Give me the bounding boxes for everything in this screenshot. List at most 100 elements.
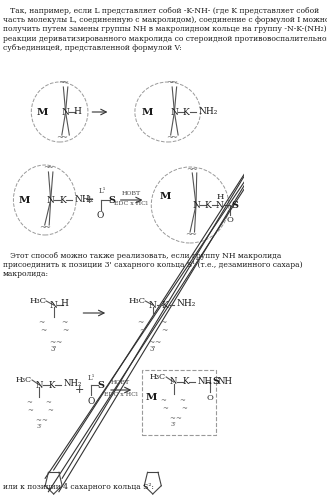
Text: присоединить к позиции 3' сахарного кольца S¹ (т.е., дезаминного сахара): присоединить к позиции 3' сахарного коль… [3,261,302,269]
Text: +: + [75,385,84,395]
Text: ~: ~ [138,319,144,327]
Text: S: S [97,381,104,390]
Text: ~: ~ [55,339,61,347]
Bar [142,370,216,435]
Text: ~: ~ [39,224,46,232]
Text: O: O [226,216,233,224]
Text: NH₂: NH₂ [199,106,218,115]
Text: ~: ~ [190,166,197,174]
Text: N: N [216,201,224,210]
Text: получить путем замены группы NH в макролидном кольце на группу -N-K-(NH₂)- и: получить путем замены группы NH в макрол… [3,25,327,33]
Text: 3': 3' [37,425,43,430]
Text: N: N [62,107,70,116]
Text: или к позиции 4 сахарного кольца S²:: или к позиции 4 сахарного кольца S²: [3,483,154,491]
Text: K: K [161,300,168,309]
Text: ~: ~ [39,319,45,327]
Text: часть молекулы L, соединенную с макролидом), соединение с формулой I можно: часть молекулы L, соединенную с макролид… [3,16,327,24]
Text: ~: ~ [162,327,168,335]
Text: 3': 3' [150,345,156,353]
Text: ~: ~ [61,319,67,327]
Text: ~: ~ [169,415,175,423]
Text: Так, например, если L представляет собой -K-NH- (где K представляет собой: Так, например, если L представляет собой… [3,7,319,15]
Text: ~: ~ [45,399,51,407]
Text: M: M [142,107,153,116]
Text: ~: ~ [35,417,41,425]
Text: +: + [85,195,94,205]
Text: L¹: L¹ [99,187,107,195]
Text: ~: ~ [26,399,32,407]
Text: K: K [59,196,66,205]
Text: N: N [47,196,55,205]
Text: N: N [170,378,177,387]
Text: S: S [212,378,219,387]
Text: ~: ~ [62,327,69,335]
Text: ~: ~ [61,79,68,87]
Text: ~: ~ [166,79,173,87]
Text: ~: ~ [154,339,161,347]
Text: N: N [50,300,58,309]
Text: H₃C: H₃C [128,297,145,305]
Text: ~: ~ [166,134,173,142]
Text: N: N [170,107,178,116]
Text: ~: ~ [160,319,166,327]
Text: S: S [108,196,115,205]
Text: NH: NH [217,378,232,387]
Text: HOBT: HOBT [111,381,130,386]
Text: K: K [182,378,189,387]
Text: ~: ~ [139,327,146,335]
Text: ~: ~ [170,134,177,142]
Text: H: H [74,106,81,115]
Text: ~: ~ [47,407,53,415]
Text: ~: ~ [185,231,192,239]
Text: M: M [18,196,30,205]
Text: 3': 3' [51,345,57,353]
Text: NH₂: NH₂ [75,195,94,204]
Text: ~: ~ [186,166,194,174]
Text: макролида:: макролида: [3,270,49,278]
Text: NH₂: NH₂ [177,299,196,308]
Text: H₃C: H₃C [150,373,166,381]
Text: H₃C: H₃C [16,376,32,384]
Text: ~: ~ [180,397,185,405]
Text: O: O [207,394,214,402]
Text: ~: ~ [46,164,53,172]
Text: L¹: L¹ [88,374,95,382]
Text: ~: ~ [43,224,50,232]
Text: ~: ~ [56,134,63,142]
Text: ~: ~ [148,339,154,347]
Text: ~: ~ [160,397,166,405]
Text: NH: NH [198,377,213,386]
Text: субъединицей, представленной формулой V:: субъединицей, представленной формулой V: [3,44,182,52]
Text: S: S [231,201,238,210]
Text: 3': 3' [171,423,177,428]
Text: ~: ~ [41,417,47,425]
Text: ~: ~ [43,164,50,172]
Text: ~: ~ [190,231,197,239]
Text: N: N [192,201,200,210]
Text: M: M [146,393,157,402]
Text: H₃C: H₃C [29,297,46,305]
Text: ~: ~ [40,327,46,335]
Text: H: H [61,299,69,308]
Text: K: K [183,107,190,116]
Text: ~: ~ [181,405,187,413]
Text: EDC x HCl: EDC x HCl [104,392,138,397]
Text: M: M [37,107,48,116]
Text: ~: ~ [175,415,181,423]
Text: HOBT: HOBT [122,191,141,196]
Text: NH₂: NH₂ [63,380,82,389]
Text: ~: ~ [49,339,55,347]
Text: O: O [87,397,95,406]
Text: N: N [36,381,43,390]
Text: ~: ~ [60,134,68,142]
Text: ~: ~ [170,79,177,87]
Text: K: K [204,201,211,210]
Text: K: K [48,381,55,390]
Text: H: H [216,193,224,201]
Text: Этот способ можно также реализовать, если группу NH макролида: Этот способ можно также реализовать, есл… [3,252,281,260]
Text: ~: ~ [162,405,168,413]
Text: ~: ~ [27,407,33,415]
Text: EDC x HCl: EDC x HCl [114,201,148,206]
Text: N: N [149,300,157,309]
Text: O: O [97,211,104,220]
